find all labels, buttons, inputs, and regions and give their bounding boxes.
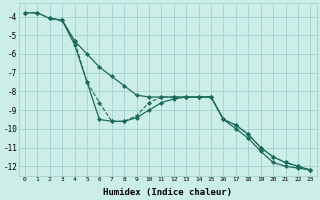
X-axis label: Humidex (Indice chaleur): Humidex (Indice chaleur): [103, 188, 232, 197]
